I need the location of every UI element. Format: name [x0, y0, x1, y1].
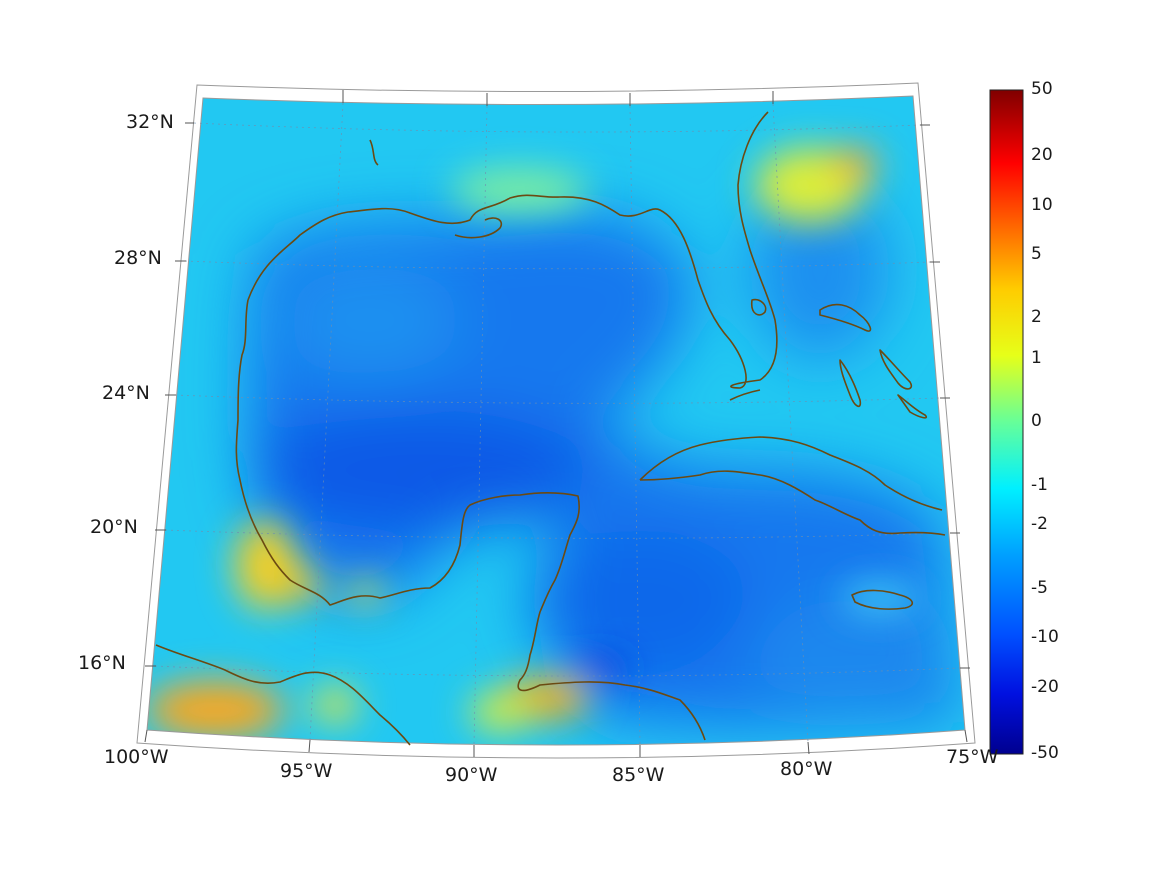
lat-label-32: 32°N: [126, 111, 174, 133]
colorbar-label: 2: [1031, 307, 1042, 327]
lat-label-24: 24°N: [102, 382, 150, 404]
lon-label-95: 95°W: [280, 760, 333, 782]
colorbar-label: -10: [1031, 627, 1059, 647]
frame-ticks: [144, 90, 970, 757]
lon-label-85: 85°W: [612, 764, 665, 786]
map-frame: [146, 95, 966, 746]
map-outer-frame: [136, 82, 976, 759]
lon-label-100: 100°W: [104, 746, 169, 768]
colorbar-label: 5: [1031, 244, 1042, 264]
lon-label-90: 90°W: [445, 764, 498, 786]
colorbar-label: 20: [1031, 145, 1053, 165]
colorbar-label: -20: [1031, 677, 1059, 697]
colorbar-label: -50: [1031, 743, 1059, 763]
colorbar-label: 1: [1031, 348, 1042, 368]
colorbar-label: 0: [1031, 411, 1042, 431]
colorbar: [989, 89, 1024, 755]
coastlines: [155, 111, 946, 746]
colorbar-label: -2: [1031, 514, 1048, 534]
field-layer: [147, 96, 965, 745]
graticule: [154, 102, 961, 746]
lon-label-80: 80°W: [780, 758, 833, 780]
colorbar-label: -1: [1031, 475, 1048, 495]
lat-label-16: 16°N: [78, 652, 126, 674]
lon-label-75: 75°W: [946, 746, 999, 768]
colorbar-label: -5: [1031, 578, 1048, 598]
lat-label-28: 28°N: [114, 247, 162, 269]
lat-label-20: 20°N: [90, 516, 138, 538]
colorbar-label: 50: [1031, 79, 1053, 99]
colorbar-label: 10: [1031, 195, 1053, 215]
